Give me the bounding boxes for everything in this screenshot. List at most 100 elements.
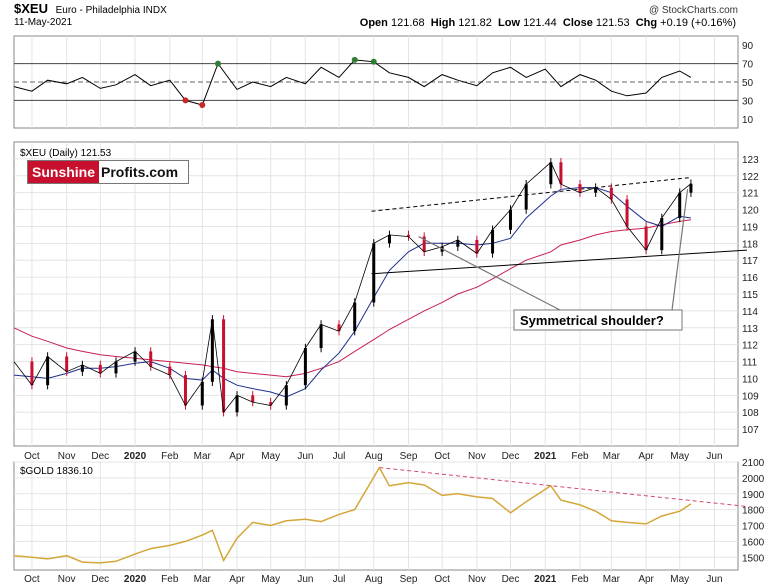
price-candle-body — [30, 361, 34, 386]
rsi-oversold-mark — [199, 102, 206, 108]
price-ytick-label: 121 — [742, 189, 759, 200]
gold-xtick-label: Jun — [706, 574, 722, 585]
price-xtick-label: Jun — [706, 451, 722, 462]
price-candle-body — [98, 364, 102, 374]
price-xtick-label: Dec — [91, 451, 109, 462]
gold-xtick-label: Jul — [333, 574, 346, 585]
rsi-ytick-label: 10 — [742, 115, 754, 126]
price-xtick-label: Mar — [603, 451, 621, 462]
gold-xtick-label: 2020 — [124, 574, 147, 585]
stat-value-low: 121.44 — [523, 17, 557, 29]
price-xtick-label: Mar — [194, 451, 212, 462]
price-candle-body — [549, 162, 553, 185]
gold-legend: $GOLD 1836.10 — [20, 466, 93, 477]
rsi-ytick-label: 30 — [742, 96, 754, 107]
price-candle-body — [578, 184, 582, 193]
price-candle-body — [200, 381, 204, 406]
gold-xtick-label: Jun — [297, 574, 313, 585]
price-xtick-label: Jun — [297, 451, 313, 462]
price-ytick-label: 115 — [742, 290, 758, 301]
price-ytick-label: 107 — [742, 425, 759, 436]
gold-xtick-label: 2021 — [534, 574, 557, 585]
price-candle-body — [625, 199, 629, 227]
rsi-panel: 10 30 50 70 90 — [13, 35, 754, 129]
price-ytick-label: 109 — [742, 391, 759, 402]
gold-line — [13, 466, 692, 564]
price-xtick-label: Oct — [24, 451, 40, 462]
price-xtick-label: Nov — [58, 451, 76, 462]
price-ytick-label: 122 — [742, 172, 759, 183]
price-candle-body — [46, 356, 50, 386]
gold-ytick-label: 2100 — [742, 458, 765, 469]
price-candle-body — [559, 162, 563, 185]
price-ytick-label: 111 — [742, 358, 758, 369]
price-candle-body — [407, 234, 411, 237]
price-candle-body — [183, 375, 187, 406]
price-candle-body — [353, 302, 357, 332]
price-candle-body — [80, 364, 84, 372]
gold-ytick-label: 1900 — [742, 490, 765, 501]
price-xtick-label: Apr — [229, 451, 245, 462]
price-candle-body — [114, 361, 118, 374]
price-candle-body — [422, 236, 426, 252]
ma-200-line — [13, 219, 691, 378]
rsi-ytick-label: 50 — [742, 78, 754, 89]
gold-panel: 1500 1600 1700 1800 1900 2000 2100 $GOLD 1836.1… — [13, 458, 765, 585]
rsi-ytick-label: 90 — [742, 41, 754, 52]
price-candle-body — [524, 184, 528, 210]
price-ytick-label: 119 — [742, 222, 758, 233]
stat-value-open: 121.68 — [390, 17, 425, 29]
logo-part-profits: Profits.com — [101, 164, 179, 180]
stat-value-chg: +0.19 (+0.16%) — [660, 17, 736, 29]
price-candle-body — [65, 356, 69, 372]
price-ytick-label: 114 — [742, 307, 758, 318]
gold-xtick-label: Mar — [194, 574, 212, 585]
stat-label-low: Low — [498, 17, 521, 29]
annotation-text: Symmetrical shoulder? — [520, 313, 664, 328]
price-candle-body — [319, 324, 323, 349]
stat-value-high: 121.82 — [458, 17, 492, 29]
gold-trendline — [379, 467, 748, 507]
rsi-overbought-mark — [351, 56, 358, 63]
price-candle-body — [251, 395, 255, 403]
annotation-arrow-right — [671, 189, 689, 311]
rsi-overbought-mark — [214, 60, 221, 67]
price-xtick-label: Feb — [571, 451, 589, 462]
price-xtick-label: Sep — [400, 451, 418, 462]
price-ytick-label: 120 — [742, 206, 759, 217]
price-xtick-label: May — [670, 451, 689, 462]
gold-xtick-label: Dec — [91, 574, 109, 585]
gold-xtick-label: Aug — [365, 574, 383, 585]
price-xtick-label: Nov — [468, 451, 486, 462]
gold-ytick-label: 1800 — [742, 506, 765, 517]
chart-title: $XEU Euro - Philadelphia INDX — [14, 1, 167, 16]
price-candle-body — [168, 366, 172, 376]
stat-value-close: 121.53 — [595, 17, 630, 29]
price-candle-body — [387, 234, 391, 244]
logo-part-sunshine: Sunshine — [28, 161, 100, 183]
price-xtick-label: Feb — [161, 451, 179, 462]
stat-label-open: Open — [359, 17, 388, 29]
gold-xtick-label: Oct — [434, 574, 450, 585]
gold-xtick-label: May — [261, 574, 280, 585]
annotation-box — [513, 309, 683, 331]
gold-ytick-label: 1700 — [742, 522, 765, 533]
price-xtick-label: Apr — [638, 451, 654, 462]
price-trendline — [371, 249, 747, 275]
gold-ytick-label: 1600 — [742, 537, 765, 548]
gold-xtick-label: Oct — [24, 574, 40, 585]
price-candle-body — [149, 351, 153, 367]
price-xtick-label: 2020 — [124, 451, 147, 462]
price-candle-body — [133, 351, 137, 362]
price-close-line — [13, 161, 692, 414]
price-ytick-label: 123 — [742, 155, 759, 166]
annotation-arrow-left — [418, 236, 561, 311]
gold-xtick-label: Mar — [603, 574, 621, 585]
gold-xtick-label: Sep — [400, 574, 418, 585]
price-ytick-label: 118 — [742, 239, 758, 250]
price-ytick-label: 108 — [742, 408, 759, 419]
gold-xtick-label: Feb — [571, 574, 589, 585]
price-ytick-label: 113 — [742, 324, 758, 335]
